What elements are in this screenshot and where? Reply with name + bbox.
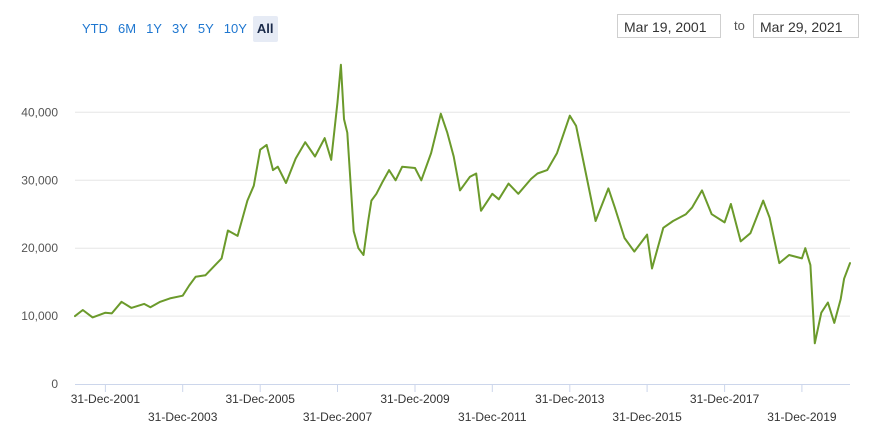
range-button-ytd[interactable]: YTD: [82, 21, 108, 36]
x-tick-label: 31-Dec-2017: [690, 392, 760, 406]
x-tick-label: 31-Dec-2011: [458, 410, 527, 424]
range-button-1y[interactable]: 1Y: [146, 21, 162, 36]
range-button-3y[interactable]: 3Y: [171, 21, 188, 36]
to-label: to: [734, 18, 745, 33]
y-tick-label: 40,000: [21, 105, 58, 119]
from-date-input[interactable]: Mar 19, 2001: [617, 14, 721, 38]
x-axis: 31-Dec-2001 31-Dec-2003 31-Dec-2005 31-Dec-…: [71, 384, 850, 424]
range-button-all[interactable]: All: [252, 16, 278, 42]
y-tick-label: 20,000: [21, 241, 58, 255]
x-tick-label: 31-Dec-2015: [612, 410, 682, 424]
y-tick-label: 30,000: [21, 173, 58, 187]
price-series-line: [74, 63, 851, 345]
range-button-10y[interactable]: 10Y: [223, 21, 247, 36]
x-tick-label: 31-Dec-2013: [535, 392, 605, 406]
range-selector: YTD 6M 1Y 3Y 5Y 10Y All: [78, 16, 280, 42]
y-tick-label: 0: [51, 377, 58, 391]
grid-lines: [75, 111, 850, 317]
range-button-5y[interactable]: 5Y: [197, 21, 214, 36]
x-tick-label: 31-Dec-2007: [303, 410, 373, 424]
y-axis: 0 10,000 20,000 30,000 40,000: [21, 105, 58, 391]
y-tick-label: 10,000: [21, 309, 58, 323]
x-tick-label: 31-Dec-2001: [71, 392, 141, 406]
range-button-6m[interactable]: 6M: [118, 21, 137, 36]
x-tick-label: 31-Dec-2005: [226, 392, 296, 406]
x-tick-label: 31-Dec-2009: [380, 392, 450, 406]
x-tick-label: 31-Dec-2019: [767, 410, 837, 424]
x-tick-label: 31-Dec-2003: [148, 410, 218, 424]
series-layer: [74, 63, 851, 345]
to-date-input[interactable]: Mar 29, 2021: [753, 14, 859, 38]
